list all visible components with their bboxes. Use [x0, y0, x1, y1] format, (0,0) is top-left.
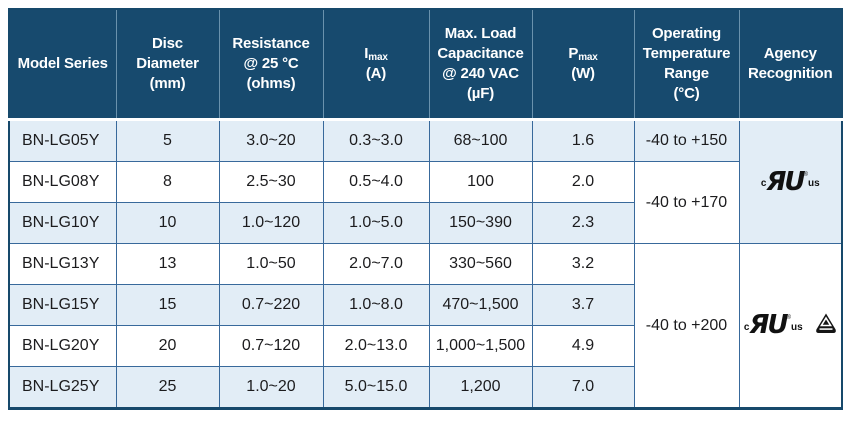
header-resistance-label: Resistance @ 25 °C (ohms) — [232, 35, 310, 92]
cell-resistance: 0.7~120 — [218, 325, 324, 367]
ul-c-label: c — [743, 321, 750, 333]
ul-us-label: us — [790, 321, 803, 333]
cell-resistance: 3.0~20 — [218, 119, 324, 162]
header-agency-recognition-label: Agency Recognition — [748, 45, 833, 82]
cell-disc-diameter: 10 — [115, 202, 220, 244]
cell-temp-range-merged: -40 to +200 — [633, 243, 740, 409]
cell-resistance: 0.7~220 — [218, 284, 324, 326]
cell-pmax: 3.2 — [531, 243, 635, 285]
cell-agency-group-1: c ЯU ® us — [738, 119, 843, 244]
cell-resistance: 1.0~120 — [218, 202, 324, 244]
cell-model: BN-LG13Y — [8, 243, 117, 285]
ul-registered-label: ® — [803, 171, 808, 178]
ul-us-label: us — [807, 178, 820, 190]
header-imax-symbol: I — [364, 45, 369, 62]
table-row: BN-LG08Y 8 2.5~30 0.5~4.0 100 2.0 -40 to… — [8, 161, 842, 244]
ul-recognized-icon: c ЯU ® us — [743, 310, 803, 341]
header-operating-temperature: Operating Temperature Range (°C) — [633, 9, 740, 121]
header-imax: Imax (A) — [322, 9, 430, 121]
table-row: BN-LG05Y 5 3.0~20 0.3~3.0 68~100 1.6 -40… — [8, 119, 843, 244]
header-disc-diameter-label: Disc Diameter (mm) — [136, 35, 199, 92]
header-disc-diameter: Disc Diameter (mm) — [115, 9, 220, 121]
cell-model: BN-LG05Y — [8, 119, 117, 162]
cell-imax: 5.0~15.0 — [322, 366, 430, 409]
table-row: BN-LG10Y 10 1.0~120 1.0~5.0 150~390 2.3 — [8, 202, 842, 244]
cell-pmax: 1.6 — [531, 119, 635, 162]
cell-model: BN-LG15Y — [8, 284, 117, 326]
cell-resistance: 2.5~30 — [218, 161, 324, 203]
cell-resistance: 1.0~20 — [218, 366, 324, 409]
cell-capacitance: 470~1,500 — [428, 284, 533, 326]
table-row: BN-LG25Y 25 1.0~20 5.0~15.0 1,200 7.0 — [8, 366, 842, 409]
cell-disc-diameter: 13 — [115, 243, 220, 285]
cell-imax: 0.3~3.0 — [322, 119, 430, 162]
ul-registered-label: ® — [786, 315, 791, 322]
cell-capacitance: 1,200 — [428, 366, 533, 409]
table-header: Model Series Disc Diameter (mm) Resistan… — [9, 9, 842, 121]
cell-imax: 1.0~8.0 — [322, 284, 430, 326]
table-body: BN-LG05Y 5 3.0~20 0.3~3.0 68~100 1.6 -40… — [8, 119, 843, 409]
header-operating-temperature-label: Operating Temperature Range (°C) — [642, 25, 731, 102]
cell-model: BN-LG10Y — [8, 202, 117, 244]
header-imax-unit: (A) — [365, 65, 387, 83]
cell-imax: 0.5~4.0 — [322, 161, 430, 203]
cell-disc-diameter: 8 — [115, 161, 220, 203]
cell-disc-diameter: 15 — [115, 284, 220, 326]
cell-pmax: 7.0 — [531, 366, 635, 409]
cell-capacitance: 1,000~1,500 — [428, 325, 533, 367]
cell-temp-range: -40 to +150 — [633, 119, 740, 162]
header-max-load-capacitance-label: Max. Load Capacitance @ 240 VAC (µF) — [437, 25, 524, 102]
cell-capacitance: 100 — [428, 161, 533, 203]
header-pmax: Pmax (W) — [531, 9, 635, 121]
cell-model: BN-LG08Y — [8, 161, 117, 203]
header-agency-recognition: Agency Recognition — [738, 9, 842, 121]
header-pmax-subscript: max — [578, 52, 598, 63]
cell-temp-range-merged: -40 to +170 — [633, 161, 740, 244]
cell-capacitance: 150~390 — [428, 202, 533, 244]
cell-pmax: 3.7 — [531, 284, 635, 326]
cell-imax: 2.0~13.0 — [322, 325, 430, 367]
header-resistance: Resistance @ 25 °C (ohms) — [218, 9, 324, 121]
ul-recognized-icon: c ЯU ® us — [760, 166, 820, 197]
header-model-series: Model Series — [9, 9, 117, 121]
spec-table: Model Series Disc Diameter (mm) Resistan… — [8, 8, 843, 410]
cell-imax: 1.0~5.0 — [322, 202, 430, 244]
ul-monogram-label: ЯU — [749, 310, 788, 341]
table-row: BN-LG13Y 13 1.0~50 2.0~7.0 330~560 3.2 -… — [8, 243, 843, 409]
cell-agency-group-2: c ЯU ® us — [738, 243, 843, 409]
cell-imax: 2.0~7.0 — [322, 243, 430, 285]
header-pmax-symbol: P — [568, 45, 579, 62]
header-pmax-unit: (W) — [571, 65, 595, 83]
ul-c-label: c — [760, 178, 767, 190]
cell-disc-diameter: 25 — [115, 366, 220, 409]
cell-capacitance: 330~560 — [428, 243, 533, 285]
cell-model: BN-LG25Y — [8, 366, 117, 409]
cell-resistance: 1.0~50 — [218, 243, 324, 285]
cell-pmax: 4.9 — [531, 325, 635, 367]
header-max-load-capacitance: Max. Load Capacitance @ 240 VAC (µF) — [428, 9, 533, 121]
cell-disc-diameter: 20 — [115, 325, 220, 367]
cell-disc-diameter: 5 — [115, 119, 220, 162]
cell-model: BN-LG20Y — [8, 325, 117, 367]
header-model-series-label: Model Series — [17, 55, 108, 73]
table-row: BN-LG20Y 20 0.7~120 2.0~13.0 1,000~1,500… — [8, 325, 842, 367]
ul-monogram-label: ЯU — [766, 166, 805, 197]
header-imax-subscript: max — [368, 52, 388, 63]
cell-pmax: 2.0 — [531, 161, 635, 203]
cell-pmax: 2.3 — [531, 202, 635, 244]
triangle-cert-icon — [815, 313, 837, 339]
cell-capacitance: 68~100 — [428, 119, 533, 162]
